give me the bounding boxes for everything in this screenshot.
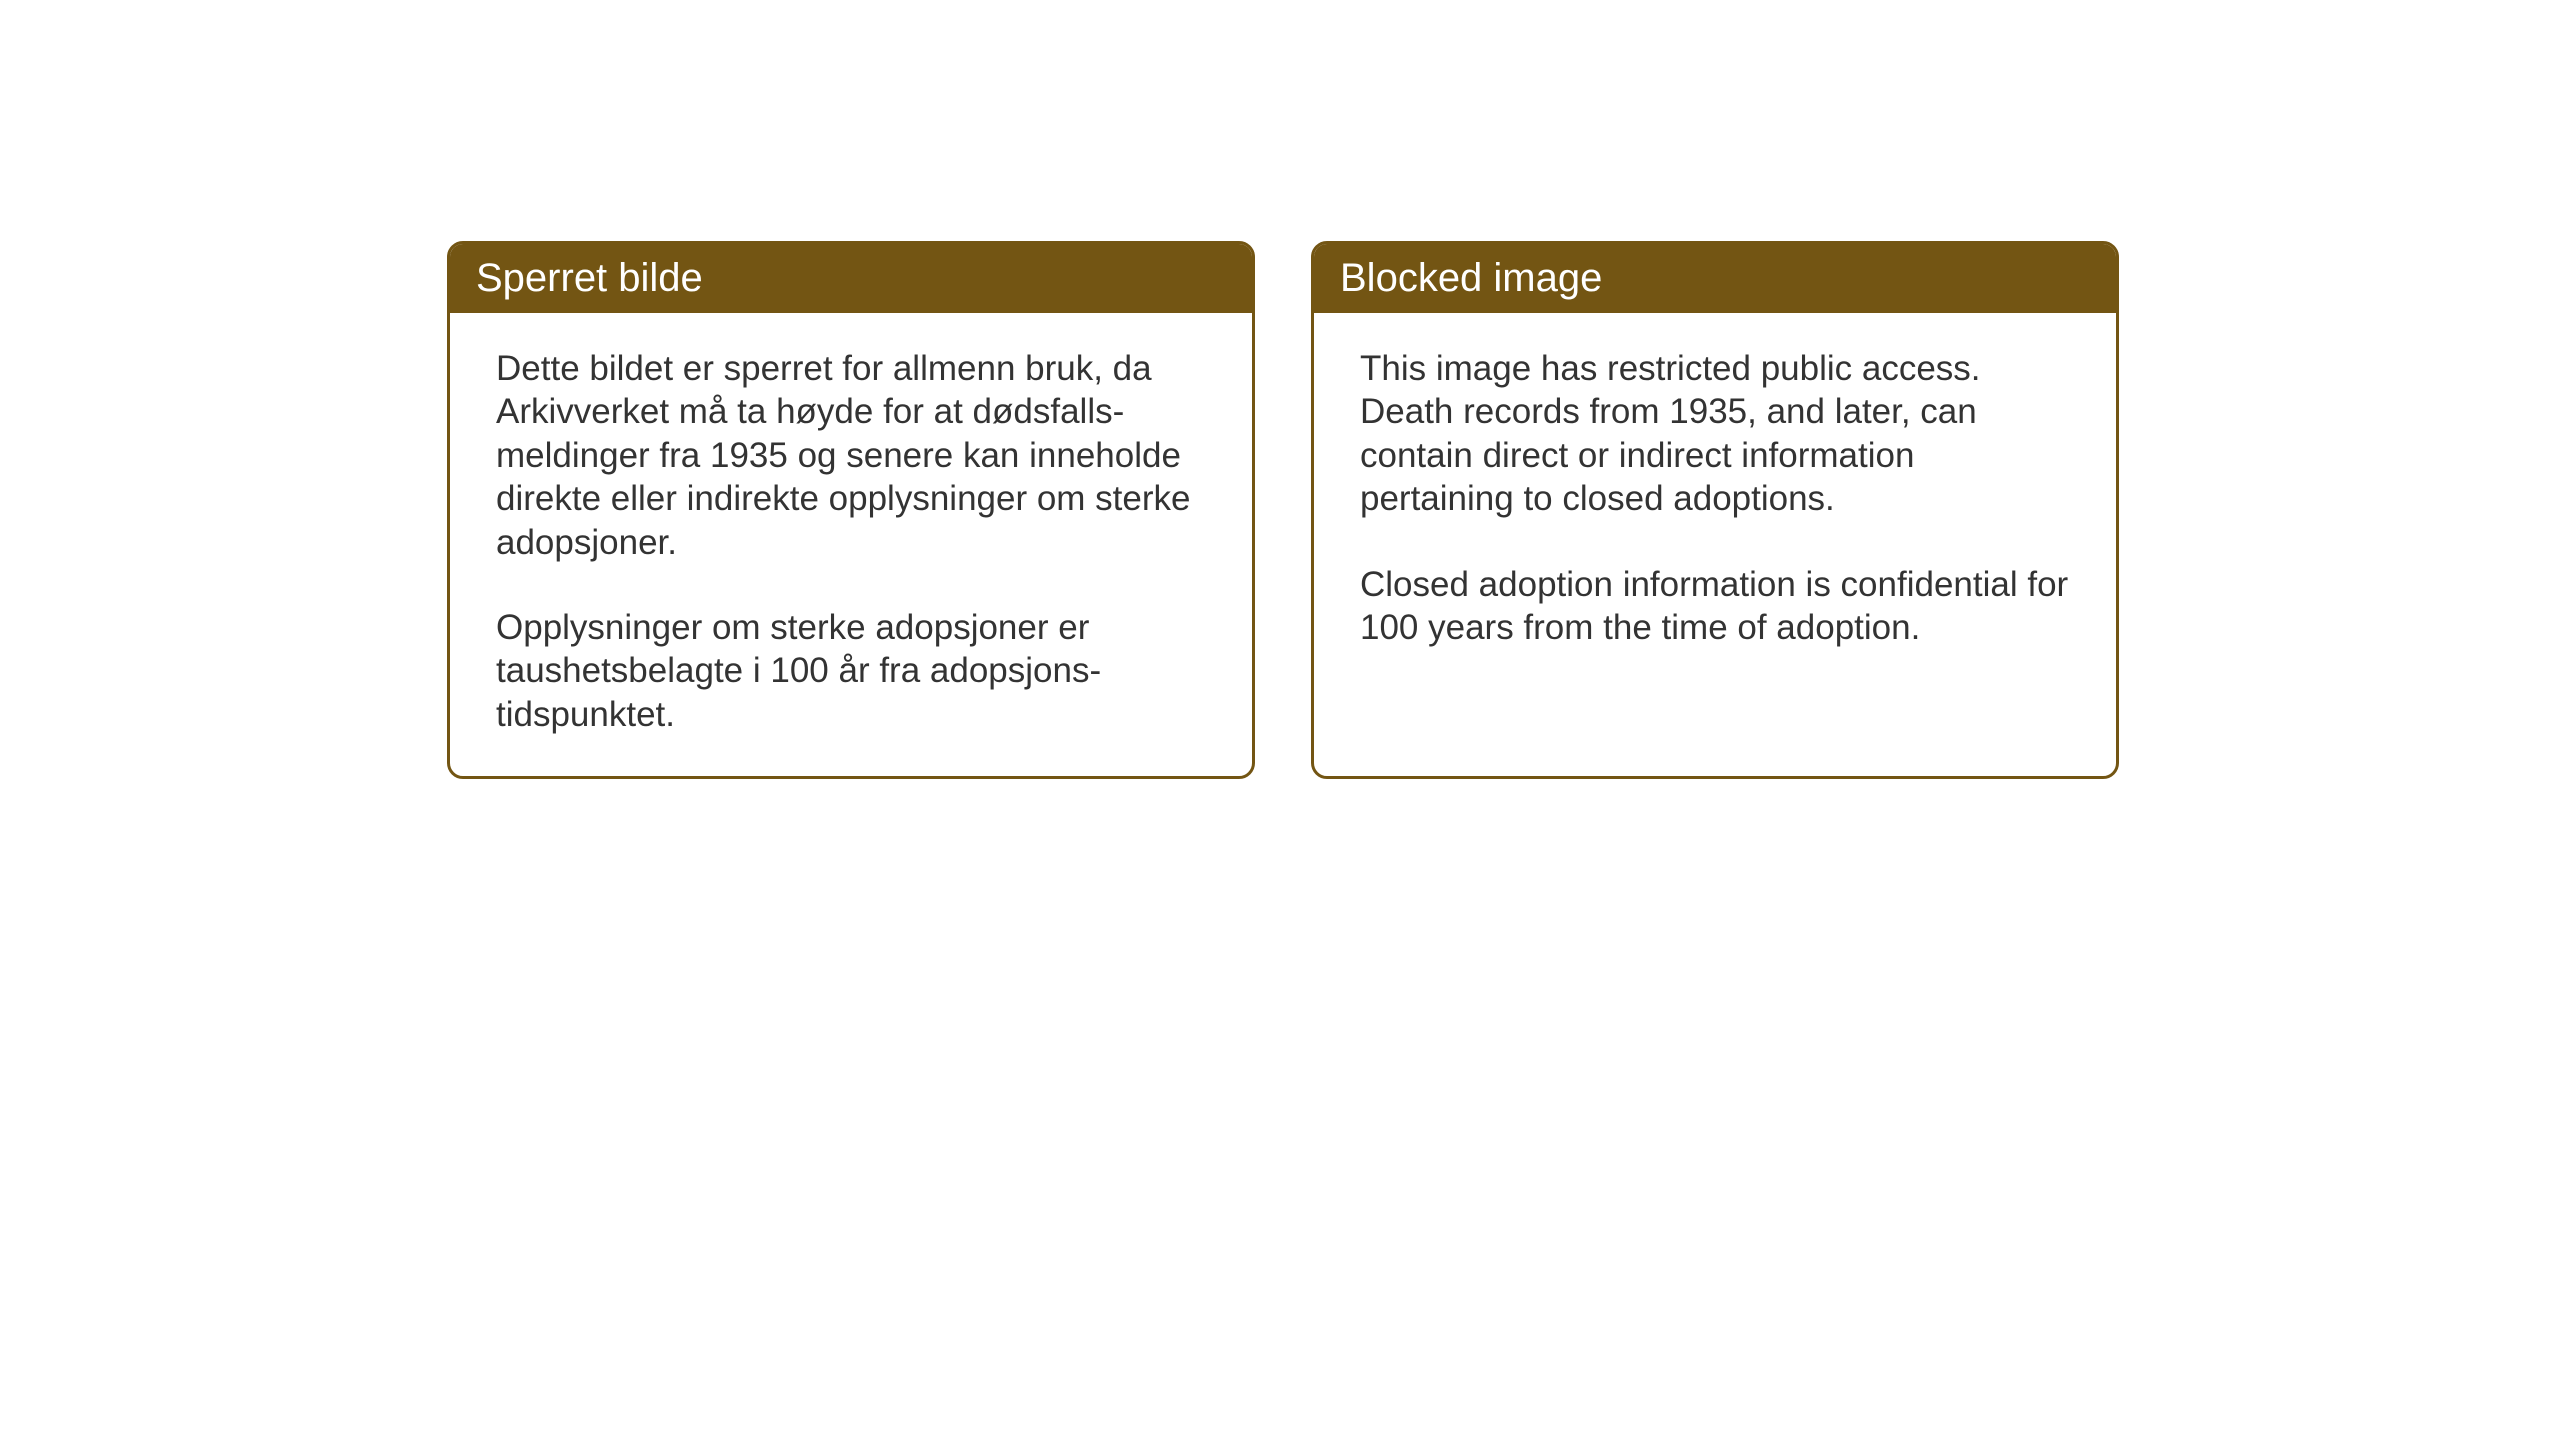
notice-card-norwegian: Sperret bilde Dette bildet er sperret fo… (447, 241, 1255, 779)
card-body-english: This image has restricted public access.… (1314, 313, 2116, 739)
card-paragraph-1-english: This image has restricted public access.… (1360, 347, 2070, 521)
card-body-norwegian: Dette bildet er sperret for allmenn bruk… (450, 313, 1252, 776)
card-paragraph-2-norwegian: Opplysninger om sterke adopsjoner er tau… (496, 606, 1206, 736)
card-header-norwegian: Sperret bilde (450, 244, 1252, 313)
notice-cards-container: Sperret bilde Dette bildet er sperret fo… (447, 241, 2119, 779)
card-title-english: Blocked image (1340, 256, 1602, 300)
card-header-english: Blocked image (1314, 244, 2116, 313)
notice-card-english: Blocked image This image has restricted … (1311, 241, 2119, 779)
card-paragraph-1-norwegian: Dette bildet er sperret for allmenn bruk… (496, 347, 1206, 564)
card-paragraph-2-english: Closed adoption information is confident… (1360, 563, 2070, 650)
card-title-norwegian: Sperret bilde (476, 256, 703, 300)
